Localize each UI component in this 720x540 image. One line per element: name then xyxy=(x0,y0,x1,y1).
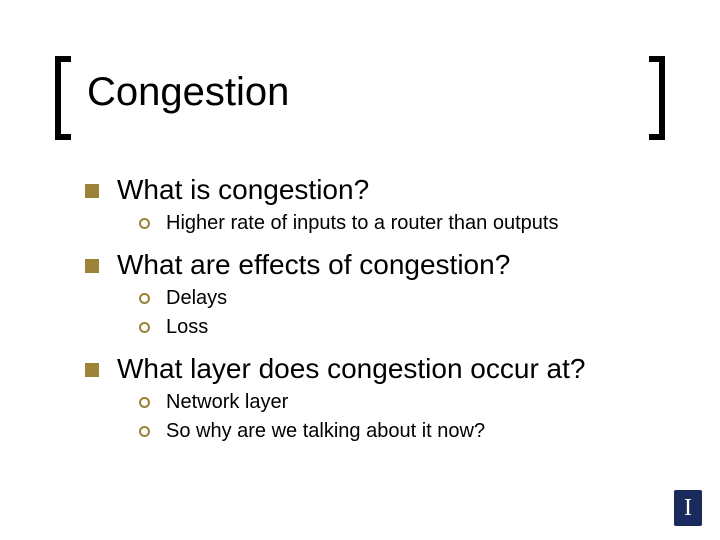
l1-text: What layer does congestion occur at? xyxy=(117,353,585,385)
l2-text: Higher rate of inputs to a router than o… xyxy=(166,212,558,235)
list-item-l1: What are effects of congestion? xyxy=(85,249,660,281)
circle-bullet-icon xyxy=(139,218,150,229)
l2-text: Loss xyxy=(166,316,208,339)
slide: Congestion What is congestion? Higher ra… xyxy=(0,0,720,540)
list-item-l2: So why are we talking about it now? xyxy=(139,420,660,443)
slide-title: Congestion xyxy=(87,70,289,115)
bracket-right-icon xyxy=(649,56,665,140)
square-bullet-icon xyxy=(85,184,99,198)
logo-letter: I xyxy=(684,495,692,522)
circle-bullet-icon xyxy=(139,293,150,304)
list-item-l2: Loss xyxy=(139,316,660,339)
list-item-l1: What is congestion? xyxy=(85,174,660,206)
l2-text: So why are we talking about it now? xyxy=(166,420,485,443)
circle-bullet-icon xyxy=(139,426,150,437)
square-bullet-icon xyxy=(85,259,99,273)
content-region: What is congestion? Higher rate of input… xyxy=(85,160,660,457)
l2-text: Delays xyxy=(166,287,227,310)
title-region: Congestion xyxy=(55,62,665,134)
list-item-l2: Delays xyxy=(139,287,660,310)
l2-text: Network layer xyxy=(166,391,288,414)
circle-bullet-icon xyxy=(139,322,150,333)
circle-bullet-icon xyxy=(139,397,150,408)
bracket-left-icon xyxy=(55,56,71,140)
bullet-group: What is congestion? Higher rate of input… xyxy=(85,174,660,235)
l1-text: What are effects of congestion? xyxy=(117,249,510,281)
list-item-l1: What layer does congestion occur at? xyxy=(85,353,660,385)
l1-text: What is congestion? xyxy=(117,174,369,206)
bullet-group: What are effects of congestion? Delays L… xyxy=(85,249,660,339)
illinois-logo-icon: I xyxy=(674,490,702,526)
list-item-l2: Higher rate of inputs to a router than o… xyxy=(139,212,660,235)
bullet-group: What layer does congestion occur at? Net… xyxy=(85,353,660,443)
list-item-l2: Network layer xyxy=(139,391,660,414)
square-bullet-icon xyxy=(85,363,99,377)
